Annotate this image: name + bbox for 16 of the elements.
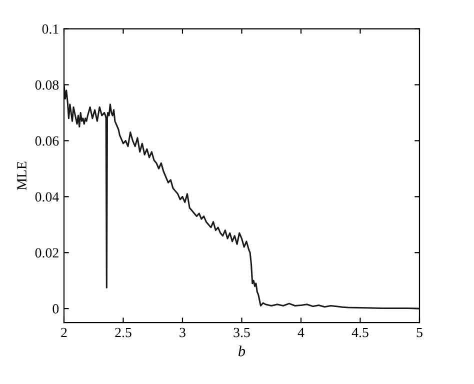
y-tick-label: 0 xyxy=(52,304,59,314)
x-tick-label: 4.5 xyxy=(352,328,368,338)
y-tick-label: 0.08 xyxy=(35,80,59,90)
y-axis-title: MLE xyxy=(17,162,26,190)
y-tick-label: 0.1 xyxy=(42,24,58,34)
x-tick-label: 2 xyxy=(61,328,67,338)
y-tick-label: 0.06 xyxy=(35,136,59,146)
x-axis-title: b xyxy=(238,346,246,356)
x-tick-label: 5 xyxy=(416,328,422,338)
y-tick-label: 0.04 xyxy=(35,192,59,202)
x-tick-label: 3 xyxy=(180,328,186,338)
x-tick-label: 4 xyxy=(298,328,304,338)
x-tick-label: 2.5 xyxy=(115,328,132,338)
y-tick-label: 0.02 xyxy=(35,248,58,258)
x-tick-label: 3.5 xyxy=(234,328,250,338)
line-series xyxy=(64,84,420,310)
